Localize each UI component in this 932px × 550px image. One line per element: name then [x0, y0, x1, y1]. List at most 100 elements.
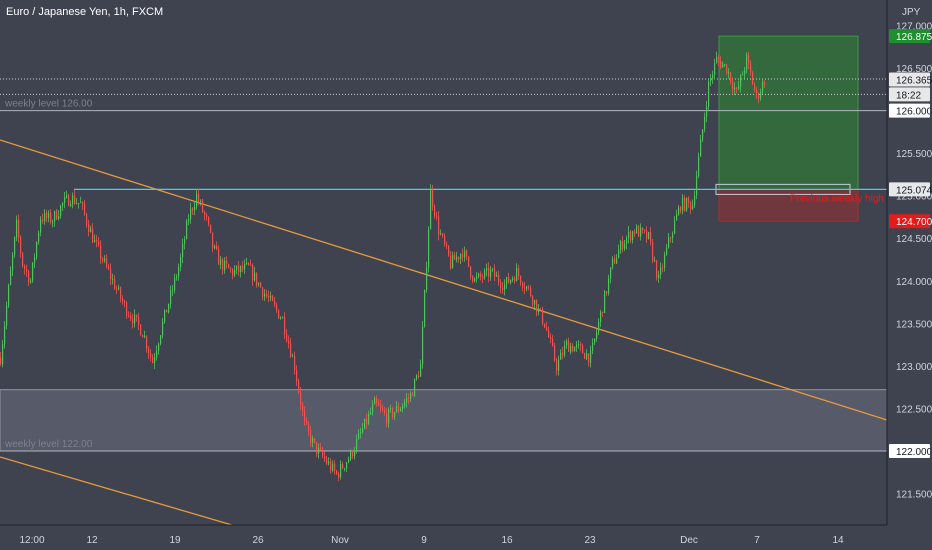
candle-body: [194, 206, 196, 211]
candle-body: [80, 202, 82, 204]
candle-body: [482, 276, 484, 278]
candle-body: [320, 447, 322, 450]
candle-body: [502, 287, 504, 290]
candle-body: [480, 273, 482, 277]
candle-body: [336, 470, 338, 474]
candle-body: [310, 431, 312, 443]
candle-body: [640, 227, 642, 237]
candle-body: [32, 262, 34, 281]
annotation-weekly-level-126[interactable]: weekly level 126.00: [4, 99, 93, 110]
candle-body: [454, 254, 456, 260]
candle-body: [410, 393, 412, 399]
candle-body: [448, 245, 450, 256]
annotation-weekly-level-122[interactable]: weekly level 122.00: [4, 439, 93, 450]
time-axis-background[interactable]: [0, 525, 887, 550]
candle-body: [424, 289, 426, 327]
candle-body: [686, 197, 688, 211]
candle-body: [564, 345, 566, 356]
candle-body: [94, 239, 96, 243]
candle-body: [232, 269, 234, 276]
candle-body: [156, 351, 158, 358]
price-tick-label: 124.500: [896, 234, 932, 245]
candle-body: [432, 188, 434, 207]
candle-body: [14, 237, 16, 255]
candle-body: [412, 393, 414, 396]
candle-body: [36, 242, 38, 258]
candle-body: [738, 86, 740, 89]
candle-body: [578, 343, 580, 345]
candle-body: [396, 406, 398, 413]
candle-body: [262, 287, 264, 297]
candle-body: [714, 63, 716, 75]
candle-body: [298, 381, 300, 393]
candle-body: [164, 309, 166, 322]
candle-body: [762, 82, 764, 93]
candle-body: [174, 277, 176, 291]
candle-body: [12, 254, 14, 271]
candle-body: [414, 379, 416, 396]
candle-body: [158, 343, 160, 352]
candle-body: [254, 272, 256, 281]
price-badge-label: 18:22: [896, 90, 921, 101]
candle-body: [22, 252, 24, 267]
candle-body: [306, 421, 308, 424]
candle-body: [712, 74, 714, 79]
candle-body: [440, 233, 442, 235]
price-badge-label: 124.700: [896, 217, 932, 228]
candle-body: [168, 304, 170, 313]
candle-body: [212, 232, 214, 249]
candle-body: [16, 219, 18, 238]
trendline-lower[interactable]: [0, 456, 233, 526]
candle-body: [60, 205, 62, 217]
candle-body: [178, 267, 180, 277]
candle-body: [532, 296, 534, 305]
price-tick-label: 123.000: [896, 362, 932, 373]
candle-body: [56, 211, 58, 220]
candle-body: [130, 316, 132, 319]
candle-body: [264, 293, 266, 297]
candle-body: [624, 243, 626, 249]
candle-body: [488, 267, 490, 277]
candle-body: [618, 250, 620, 259]
candle-body: [256, 272, 258, 285]
candle-body: [34, 257, 36, 263]
candle-body: [620, 241, 622, 251]
candle-body: [208, 216, 210, 225]
candle-body: [616, 258, 618, 264]
support-zone[interactable]: [0, 389, 888, 452]
candle-body: [104, 258, 106, 261]
candle-body: [500, 282, 502, 288]
candle-body: [754, 84, 756, 91]
candle-body: [554, 345, 556, 361]
candle-body: [364, 418, 366, 429]
candle-body: [192, 208, 194, 211]
candle-body: [100, 244, 102, 259]
candle-body: [660, 267, 662, 275]
candle-body: [670, 237, 672, 239]
candle-body: [236, 265, 238, 270]
candle-body: [328, 461, 330, 464]
candle-body: [534, 299, 536, 305]
trendline-upper[interactable]: [0, 139, 888, 421]
candle-body: [628, 231, 630, 238]
candle-body: [354, 450, 356, 457]
candle-body: [4, 325, 6, 345]
candle-body: [202, 200, 204, 212]
time-tick-label: 12:00: [19, 535, 44, 546]
candle-body: [580, 343, 582, 346]
price-badge-label: 126.875: [896, 32, 932, 43]
candles[interactable]: [0, 51, 766, 481]
candle-body: [350, 450, 352, 460]
candle-body: [284, 317, 286, 334]
price-tick-label: 122.500: [896, 404, 932, 415]
candle-body: [506, 277, 508, 285]
candle-body: [294, 356, 296, 371]
candle-body: [656, 260, 658, 278]
long-position-profit-zone[interactable]: [718, 35, 859, 190]
candle-body: [422, 326, 424, 365]
annotation-previous-weekly-high[interactable]: Previous weekly high: [790, 193, 884, 204]
candle-body: [286, 333, 288, 341]
candle-body: [384, 410, 386, 414]
